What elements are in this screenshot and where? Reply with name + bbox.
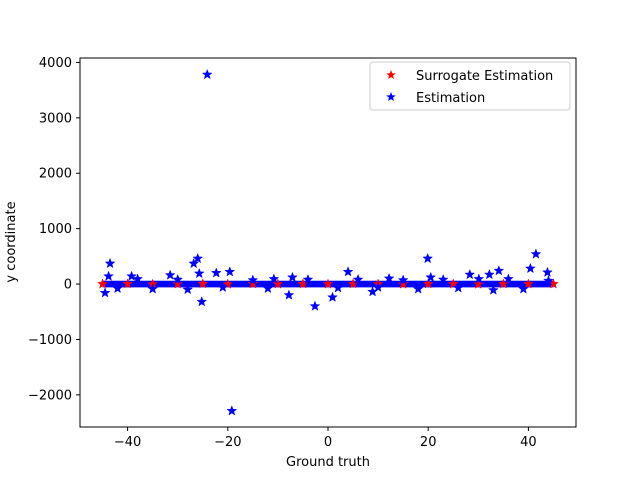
estimation-point [543,275,554,286]
estimation-point [302,273,314,285]
estimation-point [210,267,222,278]
estimation-point [196,296,208,307]
estimation-point [517,283,529,294]
estimation-point [327,291,338,302]
estimation-point [164,269,176,280]
estimation-point [372,281,384,292]
surrogate-point [397,278,409,289]
surrogate-point [172,278,184,289]
y-tick-label: 3000 [39,111,72,126]
surrogate-point [522,278,534,289]
surrogate-point [97,278,108,289]
estimation-point [217,281,229,292]
surrogate-point [247,278,259,289]
y-tick-label: 4000 [39,56,72,71]
estimation-point [524,262,536,274]
estimation-point [286,271,298,283]
surrogate-point [447,278,459,289]
x-tick-label: 40 [520,435,537,450]
estimation-point [226,405,238,416]
surrogate-point [222,278,234,289]
legend-marker-estimation [386,92,396,102]
y-tick-label: 0 [64,278,72,293]
estimation-point [103,270,114,281]
estimation-point [268,273,280,284]
y-tick-label: −2000 [28,388,72,403]
estimation-point [99,287,111,298]
legend-label-surrogate: Surrogate Estimation [416,69,553,84]
estimation-point [132,273,144,284]
estimation-point [283,289,295,300]
estimation-point [188,257,200,269]
x-tick-label: −40 [114,435,141,450]
estimation-point [487,284,499,295]
estimation-point [262,282,274,294]
surrogate-point [422,278,434,289]
y-tick-label: 2000 [39,167,72,182]
estimation-point [104,257,116,269]
estimation-point [182,283,194,295]
estimation-point [126,270,138,281]
estimation-point [542,266,553,278]
estimation-point [247,274,259,285]
estimation-point [464,268,476,280]
surrogate-point [122,278,134,289]
estimation-point [201,68,213,80]
estimation-point [342,266,354,277]
estimation-point [502,273,514,284]
estimation-point [422,252,434,264]
estimation-point [493,265,505,276]
surrogate-point [472,278,484,289]
estimation-point [332,282,344,293]
legend: Surrogate Estimation Estimation [369,61,571,111]
estimation-point [112,282,124,294]
estimation-point [437,273,449,285]
estimation-point [483,268,495,280]
estimation-point [193,267,205,279]
estimation-point [172,273,184,285]
surrogate-point [197,278,209,289]
estimation-point [412,283,424,294]
surrogate-point [322,278,334,289]
estimation-point [425,271,437,283]
estimation-point [309,300,321,311]
y-tick-label: −1000 [28,333,72,348]
legend-label-estimation: Estimation [416,91,485,106]
estimation-point [224,266,236,277]
estimation-point [352,273,364,285]
legend-marker-surrogate [386,70,396,80]
estimation-point [397,274,409,285]
x-tick-label: −20 [214,435,241,450]
y-tick-label: 1000 [39,222,72,237]
x-axis-label: Ground truth [286,455,370,470]
legend-box [369,61,571,111]
y-axis-label: y coordinate [4,201,19,282]
estimation-point [192,252,204,264]
estimation-point [473,273,485,284]
estimation-point [530,248,542,259]
estimation-point [147,283,159,294]
plot-area [80,58,576,427]
x-tick-label: 20 [420,435,437,450]
estimation-point [383,272,395,284]
estimation-point [452,282,464,293]
x-tick-label: 0 [324,435,332,450]
surrogate-point [272,278,284,289]
